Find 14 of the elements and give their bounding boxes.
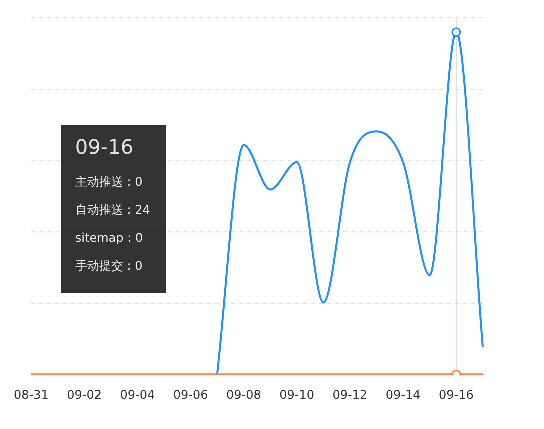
x-tick-label: 09-14	[386, 388, 421, 402]
x-tick-label: 09-16	[439, 388, 474, 402]
annotation: sitemap : 0	[75, 231, 144, 246]
annotation: 手动提交 : 0	[75, 259, 143, 274]
annotation: 自动推送 : 24	[75, 203, 150, 218]
annotation: 09-16	[75, 135, 134, 160]
x-tick-label: 09-06	[173, 388, 208, 402]
x-tick-label: 09-08	[226, 388, 262, 402]
x-tick-label: 08-31	[14, 388, 49, 402]
x-tick-label: 09-10	[280, 388, 314, 402]
x-tick-label: 09-02	[67, 388, 102, 402]
x-tick-label: 09-12	[332, 388, 368, 402]
annotation: 主动推送 : 0	[75, 175, 143, 190]
x-tick-label: 09-04	[120, 388, 156, 402]
